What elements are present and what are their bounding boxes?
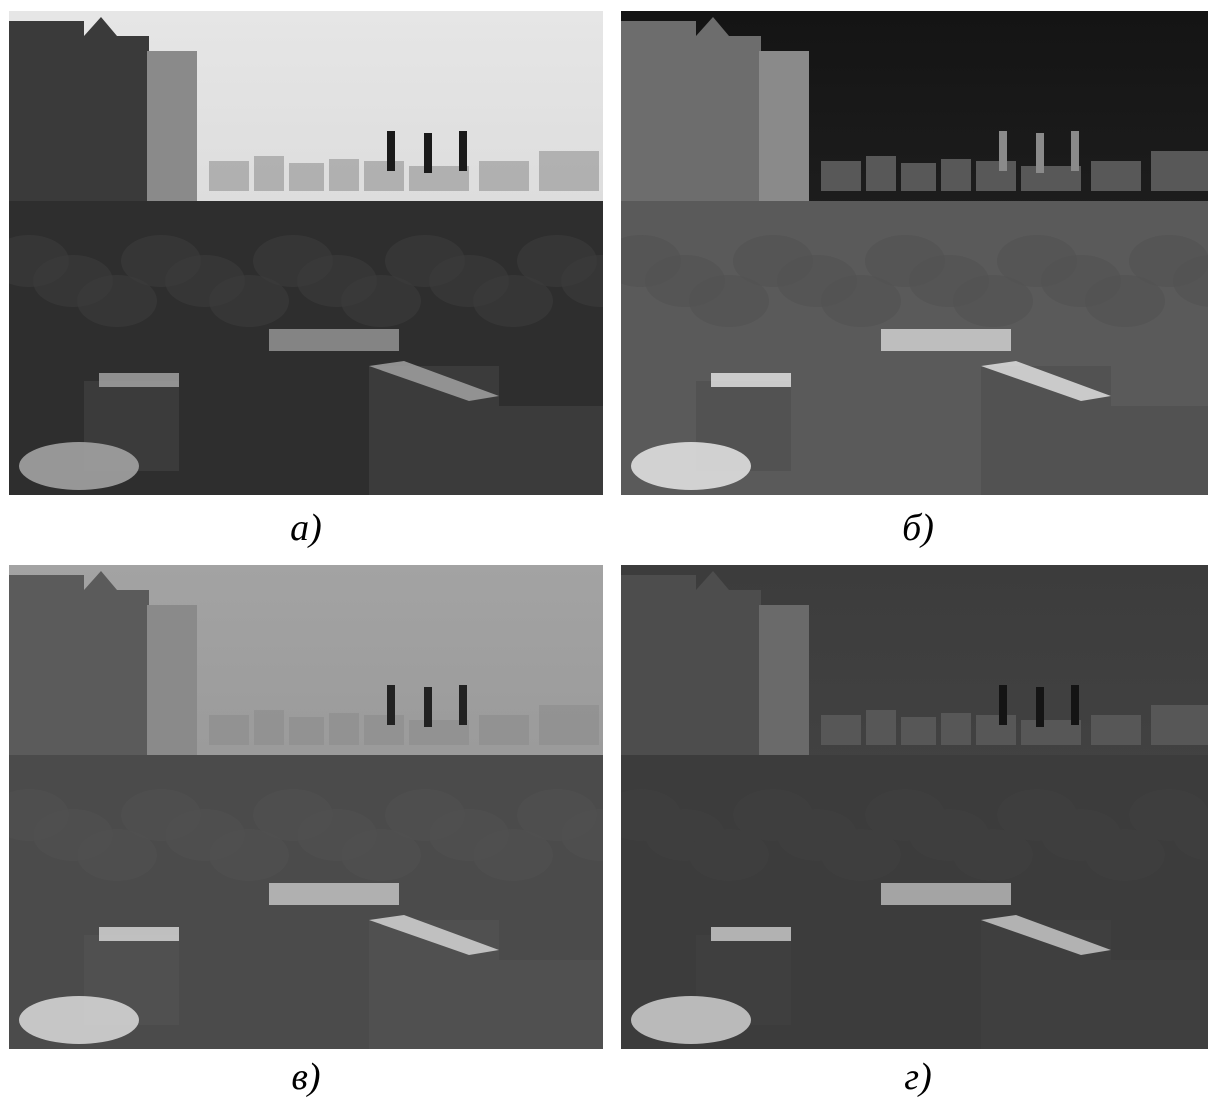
distant-building (866, 156, 896, 191)
distant-building (941, 713, 971, 745)
tower-roof (696, 571, 729, 590)
distant-building (254, 710, 284, 745)
roof (981, 361, 1111, 401)
roof (631, 996, 751, 1044)
distant-building (289, 717, 324, 745)
building (499, 406, 603, 495)
caption-c: в) (291, 1056, 321, 1098)
caption-d: г) (904, 1056, 932, 1098)
distant-building (1091, 715, 1141, 745)
building (499, 960, 603, 1049)
tree-clump (77, 829, 157, 881)
roof (269, 883, 399, 905)
photo-panel-c (9, 565, 603, 1049)
distant-building (1151, 151, 1208, 191)
distant-building (866, 710, 896, 745)
distant-building (1091, 161, 1141, 191)
roof (881, 329, 1011, 351)
roof (631, 442, 751, 490)
distant-building (479, 715, 529, 745)
distant-building (941, 159, 971, 191)
roof (881, 883, 1011, 905)
distant-building (976, 715, 1016, 745)
building (1111, 960, 1208, 1049)
distant-building (364, 715, 404, 745)
roof (369, 915, 499, 955)
distant-building (209, 161, 249, 191)
tree-clump (1085, 275, 1165, 327)
roof (99, 373, 179, 387)
roof (981, 915, 1111, 955)
distant-building (289, 163, 324, 191)
photo-panel-d (621, 565, 1208, 1049)
chimney (999, 685, 1007, 725)
distant-building (209, 715, 249, 745)
roof (711, 373, 791, 387)
distant-building (901, 717, 936, 745)
distant-building (821, 715, 861, 745)
city-scene-c (9, 565, 603, 1049)
tree-clump (341, 829, 421, 881)
distant-building (329, 713, 359, 745)
caption-a: а) (290, 507, 322, 549)
roof (19, 442, 139, 490)
city-scene-d (621, 565, 1208, 1049)
distant-building (539, 705, 599, 745)
distant-building (539, 151, 599, 191)
distant-building (329, 159, 359, 191)
tree-clump (209, 829, 289, 881)
tree-clump (561, 255, 603, 307)
roof (369, 361, 499, 401)
chimney (459, 685, 467, 725)
tree-clump (77, 275, 157, 327)
tree-clump (473, 829, 553, 881)
caption-b: б) (902, 507, 934, 549)
distant-building (254, 156, 284, 191)
tree-clump (821, 829, 901, 881)
chimney (1036, 133, 1044, 173)
tree-clump (473, 275, 553, 327)
distant-building (1151, 705, 1208, 745)
chimney (999, 131, 1007, 171)
tree-clump (1085, 829, 1165, 881)
distant-building (479, 161, 529, 191)
photo-panel-b (621, 11, 1208, 495)
chimney (1036, 687, 1044, 727)
roof (99, 927, 179, 941)
photo-panel-a (9, 11, 603, 495)
tree-clump (341, 275, 421, 327)
building (1111, 406, 1208, 495)
chimney (424, 687, 432, 727)
tree-clump (689, 829, 769, 881)
chimney (387, 131, 395, 171)
roof (711, 927, 791, 941)
chimney (459, 131, 467, 171)
distant-building (901, 163, 936, 191)
distant-building (976, 161, 1016, 191)
tree-clump (1173, 255, 1208, 307)
chimney (1071, 685, 1079, 725)
tree-clump (689, 275, 769, 327)
roof (269, 329, 399, 351)
tree-clump (561, 809, 603, 861)
tree-clump (209, 275, 289, 327)
city-scene-a (9, 11, 603, 495)
tower-roof (84, 571, 117, 590)
distant-building (364, 161, 404, 191)
chimney (424, 133, 432, 173)
tree-clump (953, 275, 1033, 327)
chimney (1071, 131, 1079, 171)
roof (19, 996, 139, 1044)
tree-clump (1173, 809, 1208, 861)
city-scene-b (621, 11, 1208, 495)
tower-roof (696, 17, 729, 36)
chimney (387, 685, 395, 725)
distant-building (821, 161, 861, 191)
tree-clump (821, 275, 901, 327)
tower-roof (84, 17, 117, 36)
tree-clump (953, 829, 1033, 881)
